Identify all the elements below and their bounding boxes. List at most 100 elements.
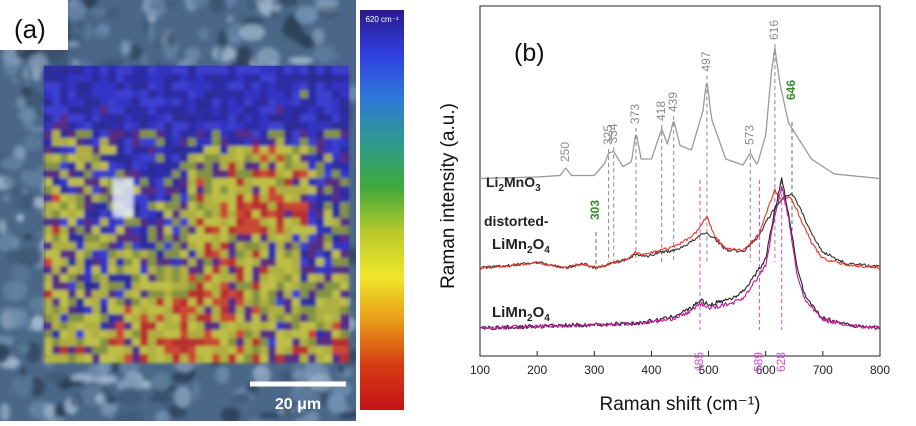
map-cell: [116, 114, 125, 123]
map-cell: [308, 138, 317, 147]
map-cell: [148, 194, 157, 203]
map-cell: [140, 338, 149, 347]
map-cell: [300, 330, 309, 339]
map-cell: [292, 122, 301, 131]
map-cell: [188, 122, 197, 131]
map-cell: [52, 242, 61, 251]
map-cell: [220, 98, 229, 107]
map-cell: [292, 162, 301, 171]
x-tick-label: 400: [641, 363, 661, 377]
map-cell: [188, 266, 197, 275]
map-cell: [196, 170, 205, 179]
map-cell: [188, 322, 197, 331]
map-cell: [252, 226, 261, 235]
map-cell: [220, 138, 229, 147]
background-grain: [220, 407, 240, 423]
map-cell: [244, 122, 253, 131]
map-cell: [188, 282, 197, 291]
map-cell: [172, 330, 181, 339]
map-cell: [124, 306, 133, 315]
map-cell: [116, 170, 125, 179]
map-cell: [284, 234, 293, 243]
map-cell: [228, 210, 237, 219]
map-cell: [156, 114, 165, 123]
map-cell: [196, 114, 205, 123]
map-cell: [236, 354, 245, 363]
map-cell: [196, 250, 205, 259]
map-cell: [156, 338, 165, 347]
map-cell: [332, 226, 341, 235]
map-cell: [44, 234, 53, 243]
map-cell: [332, 186, 341, 195]
map-cell: [100, 298, 109, 307]
map-cell: [84, 354, 93, 363]
map-cell: [300, 186, 309, 195]
map-cell: [220, 282, 229, 291]
map-cell: [76, 282, 85, 291]
map-cell: [132, 266, 141, 275]
map-cell: [140, 274, 149, 283]
map-cell: [252, 282, 261, 291]
map-cell: [116, 122, 125, 131]
map-cell: [284, 274, 293, 283]
map-cell: [204, 250, 213, 259]
x-tick-label: 300: [584, 363, 604, 377]
map-cell: [172, 146, 181, 155]
map-cell: [252, 90, 261, 99]
background-grain: [290, 385, 317, 404]
map-cell: [140, 346, 149, 355]
background-grain: [282, 404, 293, 418]
map-cell: [124, 346, 133, 355]
map-cell: [324, 170, 333, 179]
map-cell: [276, 306, 285, 315]
map-cell: [140, 138, 149, 147]
map-cell: [204, 154, 213, 163]
map-cell: [236, 250, 245, 259]
map-cell: [164, 146, 173, 155]
map-cell: [268, 90, 277, 99]
map-cell: [276, 266, 285, 275]
background-grain: [3, 176, 15, 187]
map-cell: [164, 226, 173, 235]
map-cell: [164, 330, 173, 339]
map-cell: [220, 74, 229, 83]
map-cell: [172, 346, 181, 355]
map-cell: [164, 178, 173, 187]
map-cell: [84, 170, 93, 179]
map-cell: [196, 194, 205, 203]
map-cell: [324, 330, 333, 339]
map-cell: [156, 106, 165, 115]
map-cell: [316, 210, 325, 219]
map-cell: [100, 242, 109, 251]
map-cell: [68, 186, 77, 195]
map-cell: [84, 258, 93, 267]
map-cell: [52, 74, 61, 83]
background-grain: [314, 0, 339, 8]
map-cell: [148, 106, 157, 115]
background-grain: [338, 410, 360, 419]
map-cell: [268, 322, 277, 331]
map-cell: [212, 274, 221, 283]
map-cell: [76, 346, 85, 355]
background-grain: [60, 380, 86, 387]
map-cell: [156, 194, 165, 203]
map-cell: [340, 122, 349, 131]
map-cell: [116, 258, 125, 267]
map-cell: [220, 322, 229, 331]
map-cell: [292, 82, 301, 91]
map-cell: [60, 218, 69, 227]
map-cell: [156, 74, 165, 83]
map-cell: [164, 306, 173, 315]
map-cell: [140, 322, 149, 331]
map-cell: [132, 98, 141, 107]
map-cell: [188, 186, 197, 195]
map-cell: [84, 98, 93, 107]
map-cell: [52, 290, 61, 299]
map-cell: [292, 290, 301, 299]
map-cell: [84, 122, 93, 131]
map-cell: [180, 146, 189, 155]
map-cell: [212, 338, 221, 347]
map-cell: [52, 186, 61, 195]
map-cell: [252, 170, 261, 179]
map-cell: [332, 218, 341, 227]
